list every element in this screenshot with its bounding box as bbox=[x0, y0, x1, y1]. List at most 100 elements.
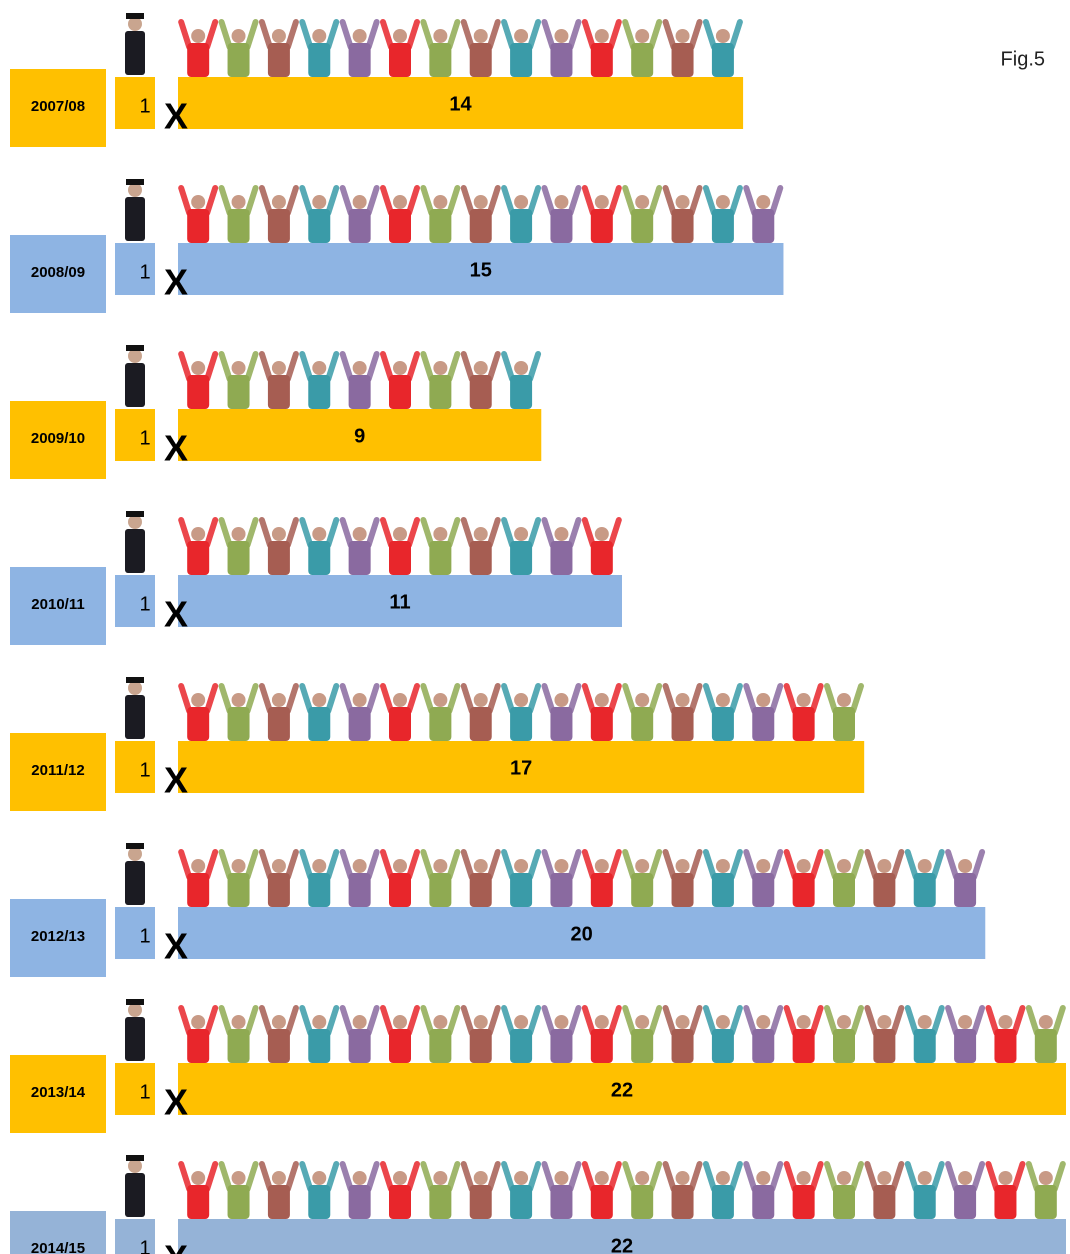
fan-arms bbox=[783, 683, 824, 714]
fan-head bbox=[635, 1015, 650, 1029]
fan-head bbox=[917, 1015, 932, 1029]
fan-head bbox=[998, 1171, 1013, 1185]
fan-figure bbox=[501, 683, 542, 741]
fan-figure bbox=[339, 351, 380, 409]
fan-head bbox=[514, 1171, 529, 1185]
fan-arms bbox=[985, 1161, 1026, 1192]
fan-body bbox=[267, 873, 290, 907]
fan-body bbox=[671, 43, 694, 77]
fan-body bbox=[267, 375, 290, 409]
fan-arms bbox=[702, 849, 743, 880]
fan-head bbox=[393, 1171, 407, 1185]
fan-head bbox=[917, 1171, 932, 1185]
fan-figure bbox=[380, 1161, 420, 1219]
fan-body bbox=[469, 1185, 492, 1219]
fan-body bbox=[590, 541, 613, 575]
fan-figure bbox=[178, 517, 219, 575]
fan-body bbox=[711, 43, 734, 77]
fan-figure bbox=[380, 19, 420, 77]
fan-head bbox=[231, 693, 246, 707]
fan-figure bbox=[339, 185, 380, 243]
fan-arms bbox=[460, 185, 501, 216]
fan-body bbox=[348, 541, 371, 575]
fan-body bbox=[510, 209, 533, 243]
fan-arms bbox=[904, 1161, 945, 1192]
fan-figure bbox=[662, 19, 703, 77]
fan-arms bbox=[1025, 1161, 1066, 1192]
fan-figure bbox=[299, 683, 340, 741]
fan-arms bbox=[380, 683, 420, 714]
fan-body bbox=[187, 873, 210, 907]
fan-arms bbox=[339, 19, 380, 50]
fan-body bbox=[792, 1029, 815, 1063]
fan-head bbox=[715, 195, 730, 209]
fan-head bbox=[635, 693, 650, 707]
fan-body bbox=[429, 1029, 452, 1063]
officer-figure bbox=[125, 511, 145, 573]
separator: X bbox=[164, 594, 188, 635]
officer-body bbox=[125, 363, 145, 407]
officer-head bbox=[128, 183, 142, 197]
fan-body bbox=[348, 1185, 371, 1219]
fan-head bbox=[271, 29, 286, 43]
fan-body bbox=[308, 1185, 331, 1219]
fan-figure bbox=[218, 19, 259, 77]
fan-figure bbox=[339, 1161, 380, 1219]
fan-head bbox=[473, 361, 488, 375]
bar-value: 11 bbox=[389, 591, 410, 613]
fan-figure bbox=[501, 517, 542, 575]
officer-head bbox=[128, 1159, 142, 1173]
fan-arms bbox=[460, 1161, 501, 1192]
fan-head bbox=[433, 693, 448, 707]
fan-arms bbox=[501, 849, 542, 880]
fan-arms bbox=[218, 1005, 259, 1036]
year-label: 2007/08 bbox=[31, 98, 85, 115]
fan-figure bbox=[662, 1161, 703, 1219]
fan-body bbox=[308, 375, 331, 409]
fan-head bbox=[675, 693, 690, 707]
bar-value: 9 bbox=[354, 425, 365, 447]
fan-head bbox=[554, 29, 569, 43]
fan-head bbox=[191, 195, 206, 209]
fan-head bbox=[1038, 1171, 1053, 1185]
fan-figure bbox=[945, 1161, 986, 1219]
fan-head bbox=[554, 1015, 569, 1029]
officer-count: 1 bbox=[139, 261, 150, 283]
fan-figure bbox=[702, 683, 743, 741]
fan-body bbox=[631, 43, 654, 77]
fan-arms bbox=[258, 351, 299, 382]
fan-figure bbox=[420, 351, 461, 409]
year-box bbox=[10, 567, 106, 645]
officer-cap bbox=[126, 843, 144, 849]
fan-body bbox=[308, 43, 331, 77]
fan-figure bbox=[501, 849, 542, 907]
fan-body bbox=[469, 375, 492, 409]
officer-figure bbox=[125, 677, 145, 739]
fan-body bbox=[429, 541, 452, 575]
fan-body bbox=[550, 541, 573, 575]
fan-head bbox=[837, 1015, 851, 1029]
fan-body bbox=[469, 1029, 492, 1063]
fan-body bbox=[469, 209, 492, 243]
fan-body bbox=[913, 1029, 936, 1063]
fan-head bbox=[352, 1015, 367, 1029]
officer-head bbox=[128, 1003, 142, 1017]
fan-arms bbox=[258, 185, 299, 216]
fan-body bbox=[308, 873, 331, 907]
fan-arms bbox=[702, 1161, 743, 1192]
fan-head bbox=[514, 859, 529, 873]
fan-arms bbox=[743, 849, 784, 880]
fan-figure bbox=[904, 1005, 945, 1063]
fan-arms bbox=[743, 683, 784, 714]
fan-figure bbox=[945, 1005, 986, 1063]
fan-figure bbox=[783, 683, 824, 741]
fan-figure bbox=[702, 1005, 743, 1063]
fan-head bbox=[352, 693, 367, 707]
figure-label: Fig.5 bbox=[1001, 48, 1045, 70]
fan-head bbox=[271, 693, 286, 707]
fan-arms bbox=[702, 185, 743, 216]
officer-head bbox=[128, 17, 142, 31]
fan-body bbox=[550, 209, 573, 243]
officer-cap bbox=[126, 179, 144, 185]
fan-figure bbox=[743, 1161, 784, 1219]
